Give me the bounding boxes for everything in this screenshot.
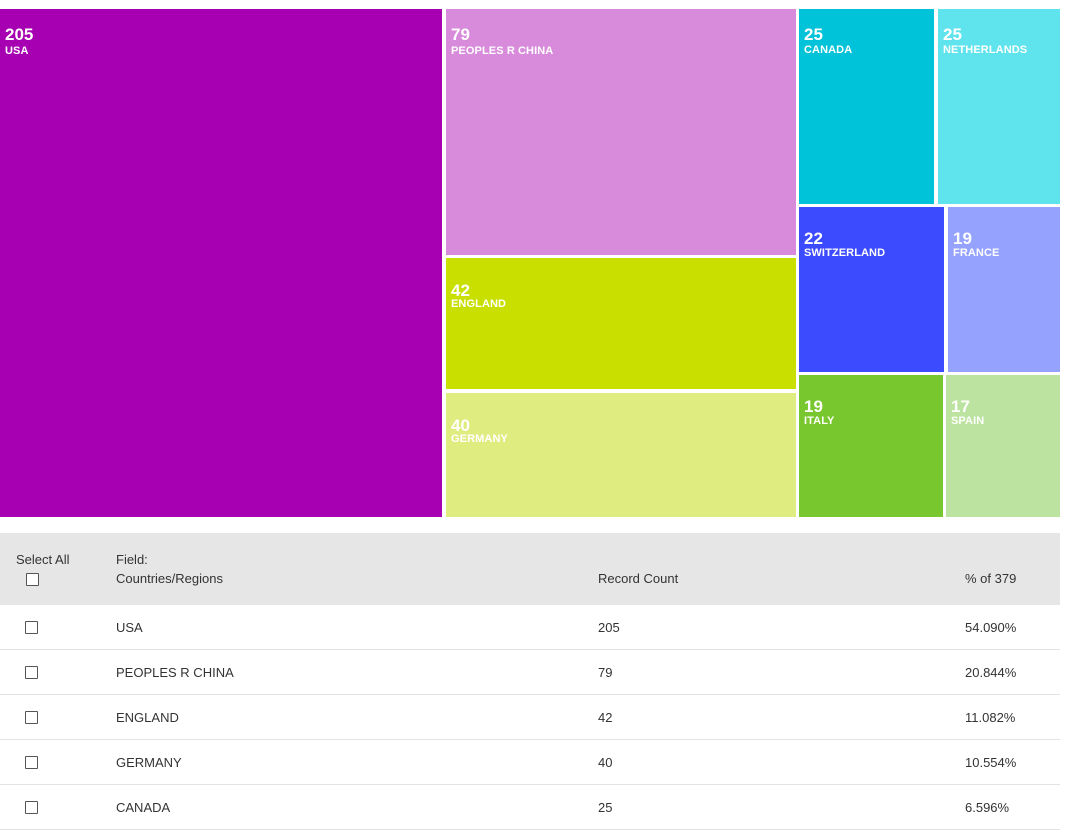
- tile-label: NETHERLANDS: [943, 44, 1028, 56]
- tile-value: 25: [804, 25, 823, 44]
- tile-usa[interactable]: 205 USA: [0, 9, 442, 517]
- tile-value: 205: [5, 25, 34, 44]
- percent-value: 54.090%: [965, 620, 1017, 635]
- percent-header[interactable]: % of 379: [965, 571, 1017, 586]
- tile-label: FRANCE: [953, 247, 1000, 259]
- row-checkbox[interactable]: [25, 621, 38, 634]
- table-row: USA 205 54.090%: [0, 605, 1060, 650]
- field-label: Field:: [116, 552, 148, 567]
- row-checkbox[interactable]: [25, 666, 38, 679]
- table-row: GERMANY 40 10.554%: [0, 740, 1060, 785]
- table-header: Select All Field: Countries/Regions Reco…: [0, 533, 1060, 605]
- tile-label: USA: [5, 45, 29, 57]
- field-value: Countries/Regions: [116, 571, 223, 586]
- results-table: Select All Field: Countries/Regions Reco…: [0, 533, 1060, 830]
- tile-label: CANADA: [804, 44, 853, 56]
- row-checkbox[interactable]: [25, 756, 38, 769]
- tile-germany[interactable]: 40 GERMANY: [446, 393, 796, 517]
- tile-value: 19: [804, 397, 823, 416]
- tile-label: SPAIN: [951, 415, 985, 427]
- country-name: USA: [116, 620, 143, 635]
- country-name: ENGLAND: [116, 710, 179, 725]
- tile-france[interactable]: 19 FRANCE: [948, 207, 1060, 372]
- select-all-label: Select All: [16, 552, 70, 567]
- tile-value: 25: [943, 25, 962, 44]
- tile-italy[interactable]: 19 ITALY: [799, 375, 943, 517]
- tile-value: 42: [451, 281, 470, 300]
- tile-canada[interactable]: 25 CANADA: [799, 9, 934, 204]
- record-count: 42: [598, 710, 613, 725]
- tile-value: 22: [804, 229, 823, 248]
- tile-england[interactable]: 42 ENGLAND: [446, 258, 796, 389]
- row-checkbox[interactable]: [25, 711, 38, 724]
- table-row: CANADA 25 6.596%: [0, 785, 1060, 830]
- tile-spain[interactable]: 17 SPAIN: [946, 375, 1060, 517]
- tile-peoples-r-china[interactable]: 79 PEOPLES R CHINA: [446, 9, 796, 255]
- country-name: GERMANY: [116, 755, 182, 770]
- tile-label: GERMANY: [451, 433, 508, 445]
- row-checkbox[interactable]: [25, 801, 38, 814]
- country-name: PEOPLES R CHINA: [116, 665, 234, 680]
- record-count: 205: [598, 620, 620, 635]
- record-count: 79: [598, 665, 613, 680]
- percent-value: 10.554%: [965, 755, 1017, 770]
- table-row: ENGLAND 42 11.082%: [0, 695, 1060, 740]
- treemap: 205 USA 79 PEOPLES R CHINA 42 ENGLAND 40…: [0, 9, 1060, 517]
- percent-value: 20.844%: [965, 665, 1017, 680]
- tile-switzerland[interactable]: 22 SWITZERLAND: [799, 207, 944, 372]
- country-name: CANADA: [116, 800, 171, 815]
- tile-value: 17: [951, 397, 970, 416]
- record-count: 40: [598, 755, 613, 770]
- tile-value: 40: [451, 416, 470, 435]
- table-row: PEOPLES R CHINA 79 20.844%: [0, 650, 1060, 695]
- record-count: 25: [598, 800, 613, 815]
- tile-value: 79: [451, 25, 470, 44]
- percent-value: 6.596%: [965, 800, 1010, 815]
- tile-label: ITALY: [804, 415, 835, 427]
- percent-value: 11.082%: [965, 710, 1016, 725]
- tile-value: 19: [953, 229, 972, 248]
- select-all-checkbox[interactable]: [26, 573, 39, 586]
- tile-label: ENGLAND: [451, 298, 507, 310]
- record-count-header[interactable]: Record Count: [598, 571, 679, 586]
- tile-netherlands[interactable]: 25 NETHERLANDS: [938, 9, 1060, 204]
- tile-label: SWITZERLAND: [804, 247, 886, 259]
- tile-label: PEOPLES R CHINA: [451, 45, 554, 57]
